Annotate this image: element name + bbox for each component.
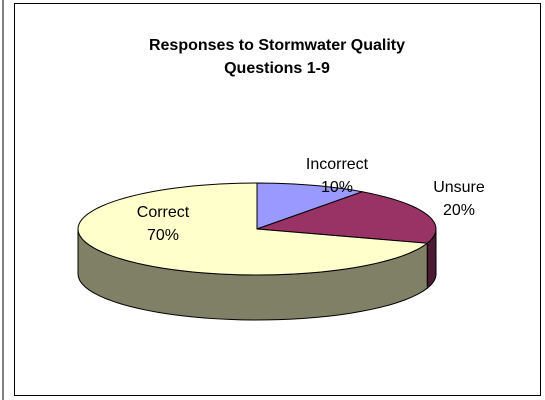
slice [256, 191, 437, 244]
slice-label: Unsure [433, 179, 485, 196]
slice [256, 182, 365, 230]
slice-value-label: 10% [321, 179, 353, 196]
slice [77, 182, 429, 276]
slice-label: Incorrect [306, 156, 369, 173]
slice-label: Correct [137, 204, 190, 221]
slice-value-label: 70% [147, 227, 179, 244]
chart-title: Responses to Stormwater Quality Question… [148, 37, 406, 77]
slice-value-label: 20% [443, 202, 475, 219]
